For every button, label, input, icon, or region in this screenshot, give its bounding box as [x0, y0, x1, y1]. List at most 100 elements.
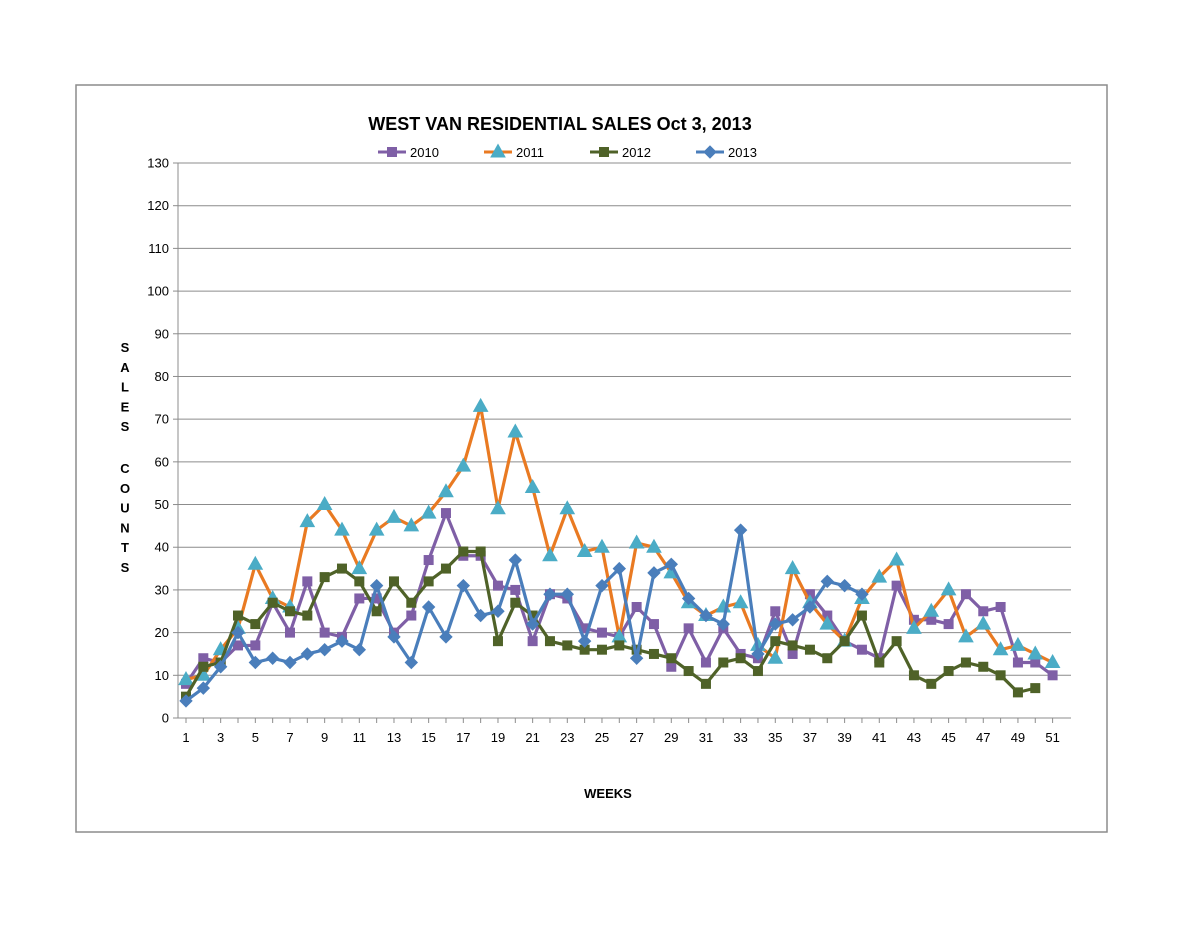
data-point-2011 — [628, 534, 645, 549]
data-point-2011 — [490, 500, 506, 515]
data-point-2011 — [784, 560, 801, 575]
data-point-2012 — [423, 576, 434, 587]
data-point-2012 — [544, 636, 555, 647]
x-tick-label: 51 — [1045, 730, 1059, 745]
data-point-2011 — [1010, 636, 1026, 651]
data-point-2013 — [387, 630, 401, 644]
y-axis-title-letter: E — [121, 399, 130, 414]
data-point-2010 — [978, 606, 989, 617]
data-point-2010 — [770, 606, 781, 617]
data-point-2011 — [975, 615, 992, 630]
data-point-2011 — [594, 538, 610, 553]
data-point-2010 — [232, 640, 243, 651]
data-point-2013 — [300, 647, 315, 661]
x-tick-label: 31 — [699, 730, 713, 745]
data-point-2012 — [926, 678, 937, 689]
y-tick-label: 110 — [148, 241, 169, 256]
data-point-2011 — [819, 615, 836, 630]
data-point-2013 — [421, 600, 436, 614]
data-point-2011 — [767, 649, 784, 664]
x-tick-label: 21 — [525, 730, 539, 745]
data-point-2011 — [940, 581, 957, 596]
data-point-2013 — [837, 578, 852, 593]
data-point-2013 — [335, 634, 349, 648]
legend-label: 2013 — [728, 145, 757, 160]
legend-item-2012: 2012 — [590, 145, 651, 160]
data-point-2012 — [804, 644, 815, 655]
data-point-2012 — [371, 606, 382, 617]
data-point-2012 — [960, 657, 971, 668]
y-tick-label: 20 — [155, 625, 169, 640]
y-tick-label: 40 — [155, 540, 169, 555]
data-point-2010 — [284, 627, 295, 638]
data-point-2013 — [560, 587, 575, 601]
data-point-2013 — [681, 591, 696, 606]
y-tick-label: 50 — [155, 497, 169, 512]
data-point-2010 — [856, 644, 867, 655]
data-point-2012 — [770, 636, 781, 647]
data-point-2013 — [213, 660, 228, 674]
x-tick-label: 17 — [456, 730, 470, 745]
data-point-2012 — [232, 610, 243, 621]
legend-label: 2010 — [410, 145, 439, 160]
legend-swatch-marker — [490, 143, 506, 158]
data-point-2013 — [508, 553, 523, 567]
x-tick-label: 35 — [768, 730, 782, 745]
data-point-2011 — [992, 641, 1009, 656]
data-point-2011 — [524, 478, 541, 493]
y-axis-ticks: 0 10 20 30 40 50 60 70 80 90 100 110 120 130 — [147, 156, 169, 726]
data-point-2012 — [874, 657, 885, 668]
y-axis-title-letter: O — [120, 481, 130, 496]
data-point-2012 — [406, 597, 417, 608]
data-point-2010 — [250, 640, 261, 651]
data-point-2012 — [319, 572, 330, 583]
x-tick-label: 19 — [491, 730, 505, 745]
data-point-2012 — [718, 657, 729, 668]
legend-label: 2012 — [622, 145, 651, 160]
data-point-2011 — [178, 671, 194, 686]
data-point-2010 — [1047, 670, 1058, 681]
data-point-2013 — [491, 604, 505, 618]
data-point-2013 — [768, 617, 782, 631]
data-point-2010 — [787, 648, 798, 659]
data-point-2013 — [803, 600, 817, 614]
x-tick-label: 33 — [733, 730, 747, 745]
data-point-2010 — [995, 602, 1006, 612]
data-point-2013 — [179, 694, 193, 708]
data-point-2012 — [198, 661, 209, 672]
y-axis-title-letter: S — [121, 340, 130, 355]
data-point-2013 — [439, 630, 453, 644]
data-point-2012 — [856, 610, 867, 621]
data-point-2012 — [267, 597, 278, 608]
data-point-2010 — [943, 619, 954, 630]
legend-label: 2011 — [516, 145, 544, 160]
legend-swatch-marker — [387, 147, 397, 157]
x-tick-label: 5 — [252, 730, 259, 745]
data-point-2013 — [231, 625, 245, 640]
y-axis-title-letter: N — [120, 520, 129, 535]
data-point-2012 — [839, 636, 850, 647]
series-2012 — [181, 546, 1041, 702]
data-point-2010 — [198, 653, 209, 664]
data-point-2013 — [265, 651, 280, 665]
data-point-2012 — [562, 640, 573, 651]
data-point-2011 — [1044, 653, 1061, 668]
data-point-2011 — [1027, 645, 1044, 660]
y-tick-label: 30 — [155, 582, 169, 597]
y-tick-label: 120 — [147, 198, 169, 213]
data-point-2011 — [455, 457, 472, 472]
data-point-2010 — [319, 627, 330, 638]
data-point-2013 — [456, 578, 471, 593]
data-point-2011 — [334, 521, 350, 536]
y-axis-title-letter: A — [120, 360, 130, 375]
data-point-2011 — [559, 500, 576, 515]
axes — [173, 162, 1071, 723]
x-tick-label: 9 — [321, 730, 328, 745]
data-point-2013 — [820, 574, 834, 589]
x-tick-label: 11 — [353, 730, 367, 745]
data-point-2010 — [302, 576, 313, 587]
data-point-2012 — [943, 666, 954, 677]
data-point-2013 — [369, 578, 384, 593]
data-point-2013 — [352, 642, 367, 657]
data-point-2011 — [247, 555, 264, 570]
